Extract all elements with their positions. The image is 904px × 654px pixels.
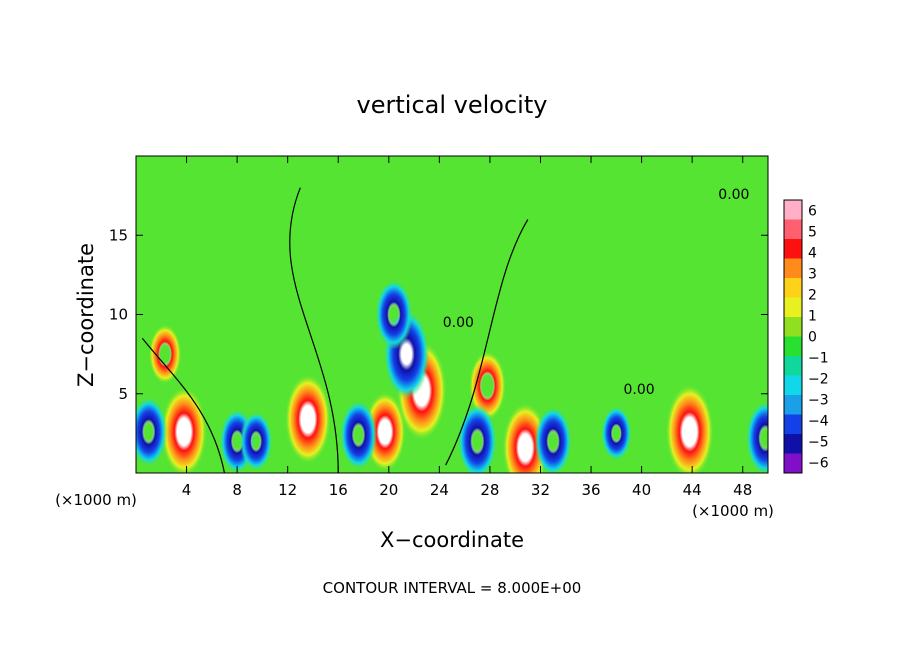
colorbar-segment [784,336,802,357]
updraft-cell [665,384,714,473]
colorbar-segment [784,414,802,435]
x-axis-unit-left: (×1000 m) [55,491,137,509]
x-tick-label: 16 [329,481,348,499]
y-tick-label: 5 [118,385,128,403]
y-tick-label: 15 [109,226,128,244]
downdraft-cell [339,399,378,470]
x-tick-label: 48 [733,481,752,499]
x-axis-label: X−coordinate [380,528,524,552]
downdraft-cell [375,279,413,350]
colorbar-label: −6 [808,456,829,472]
colorbar-label: −3 [808,393,829,409]
colorbar-label: 0 [808,330,817,346]
x-tick-label: 44 [683,481,702,499]
colorbar: 6 5 4 3 2 1 0 −1 −2 −3 −4 −5 −6 [783,199,829,474]
colorbar-segment [784,239,802,259]
contour-interval-note: CONTOUR INTERVAL = 8.000E+00 [323,579,582,597]
plot-area: 0.00 0.00 0.00 [136,156,768,473]
y-axis-label: Z−coordinate [74,243,98,387]
colorbar-label: −2 [808,372,829,388]
zero-contour [141,187,529,473]
x-tick-label: 12 [278,481,297,499]
colorbar-segment [784,278,802,298]
colorbar-segment [784,453,802,474]
colorbar-label: 5 [808,225,817,241]
x-tick-label: 24 [430,481,449,499]
downdraft-cell [534,406,572,473]
updraft-cell [161,386,208,473]
colorbar-label: −5 [808,435,829,451]
colorbar-label: 4 [808,246,817,262]
x-tick-label: 36 [581,481,600,499]
x-tick-label: 20 [379,481,398,499]
colorbar-segment [784,297,802,318]
downdraft-cell [136,396,168,467]
colorbar-label: 6 [808,204,817,220]
contour-label: 0.00 [623,382,654,398]
x-tick-label: 4 [182,481,192,499]
x-tick-label: 32 [531,481,550,499]
updraft-cell [468,350,506,421]
contour-label: 0.00 [718,187,749,203]
colorbar-segment [784,375,802,396]
colorbar-segment [784,200,802,220]
updraft-cell [284,374,331,465]
x-tick-label: 8 [232,481,242,499]
contour-label: 0.00 [443,315,474,331]
colorbar-label: 1 [808,309,817,325]
x-axis-unit-right: (×1000 m) [692,502,774,520]
colorbar-label: 2 [808,288,817,304]
downdraft-cell [745,400,768,473]
colorbar-label: −4 [808,414,829,430]
colorbar-label: 3 [808,267,817,283]
colorbar-segment [784,258,802,279]
colorbar-segment [784,317,802,337]
x-tick-label: 28 [480,481,499,499]
y-axis: 5 10 15 [109,226,768,403]
colorbar-segment [784,356,802,376]
colorbar-segment [784,434,802,454]
downdraft-cell [239,411,273,472]
x-tick-label: 40 [632,481,651,499]
chart-title: vertical velocity [357,91,548,119]
colorbar-label: −1 [808,351,829,367]
downdraft-cell [457,403,497,473]
velocity-field: 0.00 0.00 0.00 [136,187,768,473]
y-tick-label: 10 [109,306,128,324]
colorbar-segment [784,219,802,240]
colorbar-frame [783,199,803,474]
downdraft-cell [601,405,632,461]
colorbar-segment [784,395,802,415]
updraft-cell [148,324,182,385]
x-axis: 4 8 12 16 20 24 28 32 36 40 44 48 [182,156,752,499]
